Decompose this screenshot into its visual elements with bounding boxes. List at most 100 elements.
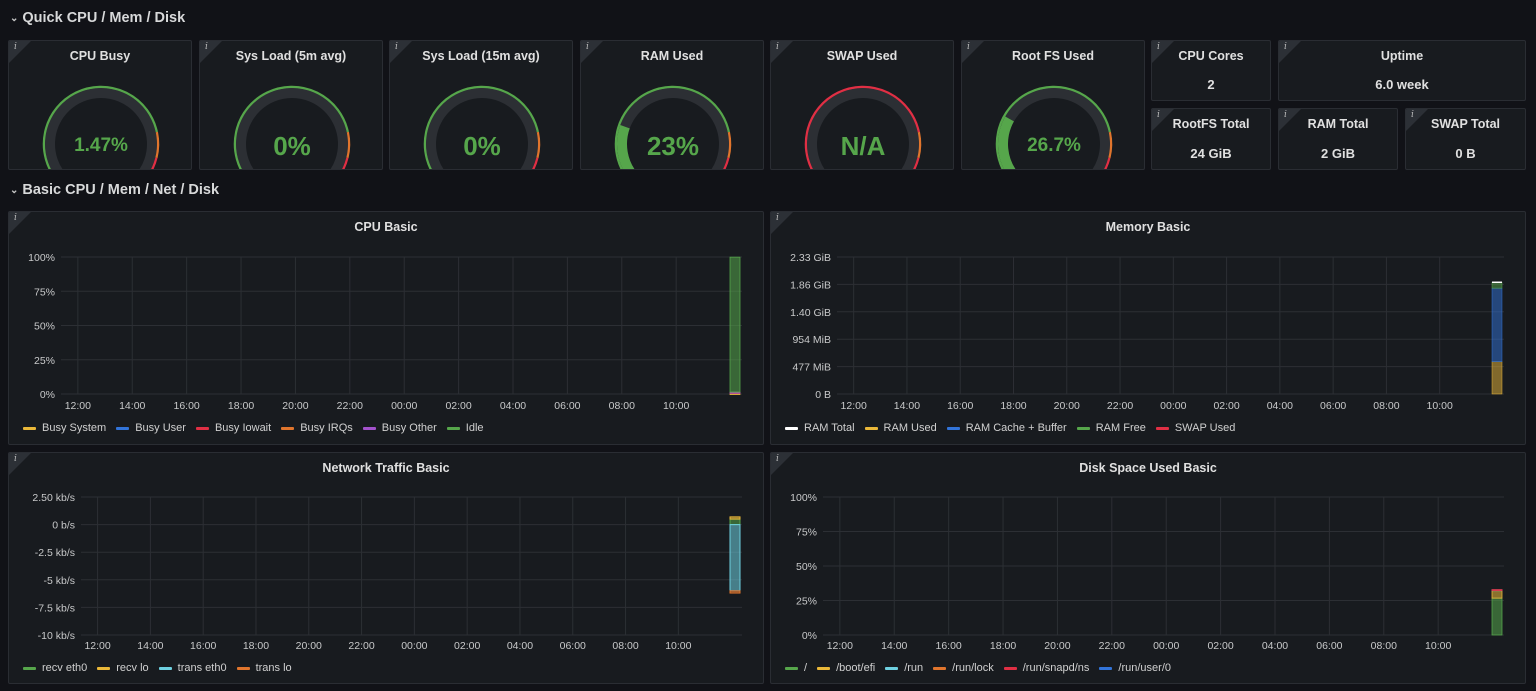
legend-label: RAM Cache + Buffer <box>965 422 1067 434</box>
gauge-threshold-arc <box>341 157 349 169</box>
legend-item[interactable]: RAM Total <box>785 422 855 434</box>
info-icon[interactable]: i <box>586 42 589 52</box>
panel-uptime[interactable]: i Uptime 6.0 week <box>1278 40 1526 101</box>
chevron-down-icon: ⌄ <box>10 184 19 196</box>
panel-disk-basic[interactable]: i Disk Space Used Basic 100% 75% 50% 25% 0% 1… <box>770 452 1526 684</box>
x-tick-label: 14:00 <box>137 640 163 652</box>
stat-value: 0 B <box>1455 146 1476 161</box>
legend-label: /run/snapd/ns <box>1022 662 1090 674</box>
x-tick-label: 18:00 <box>990 640 1016 652</box>
panel-cpu-basic[interactable]: i CPU Basic 100% 75% 50% 25% 0% 12:00 14:00 16:… <box>8 211 764 445</box>
y-tick-label: 100% <box>790 492 817 504</box>
disk-basic-chart[interactable]: 100% 75% 50% 25% 0% 12:00 14:00 16:00 18:00 20:00… <box>771 453 1526 684</box>
gauge-track <box>236 88 348 169</box>
info-icon[interactable]: i <box>776 454 779 464</box>
gauge-value-arc <box>998 116 1016 169</box>
info-icon[interactable]: i <box>1157 42 1160 52</box>
legend-swatch <box>885 666 899 670</box>
panel-swap-total[interactable]: i SWAP Total 0 B <box>1405 108 1526 170</box>
x-tick-label: 10:00 <box>663 400 689 412</box>
gauge-value: 0% <box>273 131 311 161</box>
chart-legend: recv eth0 recv lo trans eth0 trans lo <box>23 662 292 674</box>
y-tick-label: 75% <box>34 286 55 298</box>
legend-item[interactable]: Busy IRQs <box>281 422 353 434</box>
legend-item[interactable]: recv eth0 <box>23 662 87 674</box>
info-icon[interactable]: i <box>967 42 970 52</box>
info-icon[interactable]: i <box>776 213 779 223</box>
panel-cpu-cores[interactable]: i CPU Cores 2 <box>1151 40 1271 101</box>
legend-swatch <box>1099 666 1113 670</box>
legend-item[interactable]: Busy Iowait <box>195 422 271 434</box>
info-icon[interactable]: i <box>1284 110 1287 120</box>
panel-title: Network Traffic Basic <box>322 461 450 475</box>
legend-item[interactable]: Busy System <box>23 422 106 434</box>
panel-sys-load-5m[interactable]: i Sys Load (5m avg) 0% <box>199 40 383 170</box>
legend-label: recv eth0 <box>42 662 88 674</box>
x-tick-label: 04:00 <box>507 640 533 652</box>
panel-corner <box>962 41 984 63</box>
panel-ram-total[interactable]: i RAM Total 2 GiB <box>1278 108 1398 170</box>
panel-rootfs-total[interactable]: i RootFS Total 24 GiB <box>1151 108 1271 170</box>
legend-item[interactable]: Busy User <box>116 422 186 434</box>
panel-ram-used[interactable]: i RAM Used 23% <box>580 40 764 170</box>
panel-corner <box>9 212 31 234</box>
gauge-threshold-arc <box>722 157 730 169</box>
series-area <box>729 524 741 592</box>
legend-item[interactable]: RAM Free <box>1076 422 1146 434</box>
gauge-value: 23% <box>647 131 699 161</box>
panel-cpu-busy[interactable]: i CPU Busy 1.47% <box>8 40 192 170</box>
legend-label: RAM Used <box>883 422 937 434</box>
chevron-down-icon: ⌄ <box>10 12 19 24</box>
legend-item[interactable]: / <box>785 662 807 674</box>
x-tick-label: 10:00 <box>1427 400 1453 412</box>
legend-item[interactable]: SWAP Used <box>1155 422 1236 434</box>
memory-basic-chart[interactable]: 2.33 GiB 1.86 GiB 1.40 GiB 954 MiB 477 MiB 0 … <box>771 212 1526 445</box>
legend-item[interactable]: /run/user/0 <box>1099 662 1171 674</box>
panel-rootfs-used[interactable]: i Root FS Used 26.7% <box>961 40 1145 170</box>
legend-label: recv lo <box>116 662 149 674</box>
network-basic-chart[interactable]: 2.50 kb/s 0 b/s -2.5 kb/s -5 kb/s -7.5 kb/s -… <box>9 453 764 684</box>
legend-item[interactable]: trans eth0 <box>158 662 227 674</box>
x-tick-label: 02:00 <box>1213 400 1239 412</box>
legend-item[interactable]: Idle <box>446 422 484 434</box>
panel-memory-basic[interactable]: i Memory Basic 2.33 GiB 1.86 GiB 1.40 GiB 9… <box>770 211 1526 445</box>
cpu-basic-chart[interactable]: 100% 75% 50% 25% 0% 12:00 14:00 16:00 18:00 20:00… <box>9 212 764 445</box>
legend-item[interactable]: RAM Cache + Buffer <box>946 422 1067 434</box>
legend-swatch <box>1076 426 1090 430</box>
legend-item[interactable]: Busy Other <box>362 422 437 434</box>
x-tick-label: 00:00 <box>391 400 417 412</box>
legend-item[interactable]: /run/snapd/ns <box>1003 662 1090 674</box>
legend-item[interactable]: trans lo <box>236 662 292 674</box>
panel-sys-load-15m[interactable]: i Sys Load (15m avg) 0% <box>389 40 573 170</box>
legend-label: SWAP Used <box>1174 422 1236 434</box>
panel-swap-used[interactable]: i SWAP Used N/A <box>770 40 954 170</box>
legend-item[interactable]: recv lo <box>97 662 149 674</box>
info-icon[interactable]: i <box>14 213 17 223</box>
legend-label: Busy System <box>42 422 107 434</box>
gauge-threshold-arc <box>917 131 922 159</box>
info-icon[interactable]: i <box>14 454 17 464</box>
x-tick-label: 00:00 <box>1153 640 1179 652</box>
y-tick-label: 1.86 GiB <box>790 279 831 291</box>
series-area <box>729 516 741 520</box>
info-icon[interactable]: i <box>205 42 208 52</box>
info-icon[interactable]: i <box>1411 110 1414 120</box>
x-tick-label: 22:00 <box>1107 400 1133 412</box>
panel-corner <box>1152 109 1174 131</box>
info-icon[interactable]: i <box>776 42 779 52</box>
gauge-threshold-arc <box>614 85 730 169</box>
info-icon[interactable]: i <box>1157 110 1160 120</box>
info-icon[interactable]: i <box>395 42 398 52</box>
legend-item[interactable]: /run/lock <box>933 662 994 674</box>
legend-item[interactable]: RAM Used <box>864 422 937 434</box>
info-icon[interactable]: i <box>1284 42 1287 52</box>
legend-swatch <box>817 666 831 670</box>
row-header-quick[interactable]: ⌄ Quick CPU / Mem / Disk <box>10 8 185 28</box>
panel-network-basic[interactable]: i Network Traffic Basic 2.50 kb/s 0 b/s -2… <box>8 452 764 684</box>
legend-item[interactable]: /boot/efi <box>817 662 875 674</box>
x-tick-label: 08:00 <box>1373 400 1399 412</box>
legend-item[interactable]: /run <box>885 662 923 674</box>
row-header-basic[interactable]: ⌄ Basic CPU / Mem / Net / Disk <box>10 180 219 200</box>
info-icon[interactable]: i <box>14 42 17 52</box>
gauge-threshold-arc <box>423 85 539 169</box>
